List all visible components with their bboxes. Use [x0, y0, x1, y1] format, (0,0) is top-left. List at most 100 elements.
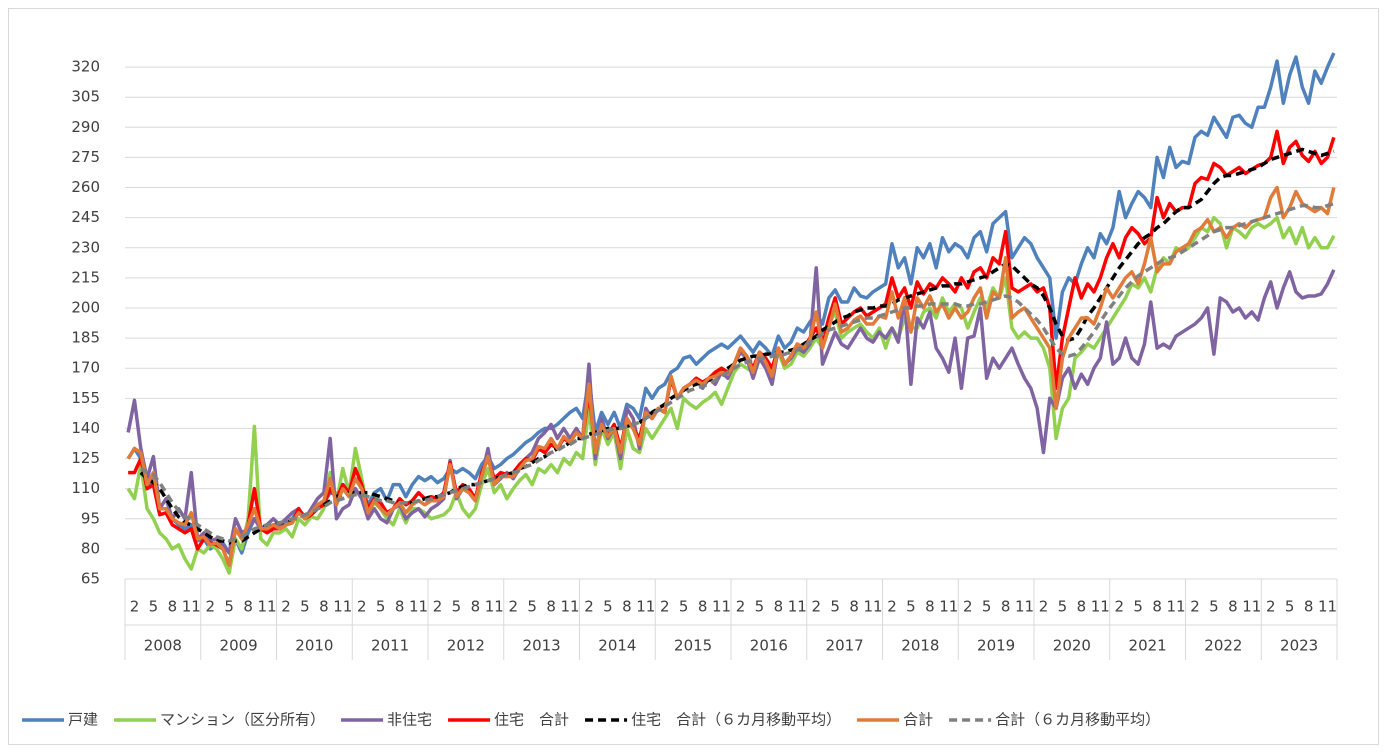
- x-tick-label: 5: [1209, 598, 1219, 616]
- x-tick-label: 5: [300, 598, 310, 616]
- x-tick-label: 11: [257, 598, 276, 616]
- y-tick-label: 95: [81, 509, 100, 527]
- x-tick-label: 2: [357, 598, 367, 616]
- legend-label: マンション（区分所有）: [160, 711, 325, 729]
- x-tick-label: 11: [409, 598, 428, 616]
- x-tick-label: 2: [1266, 598, 1276, 616]
- x-tick-label: 8: [849, 598, 859, 616]
- x-tick-label: 5: [224, 598, 234, 616]
- x-tick-label: 5: [1058, 598, 1068, 616]
- x-tick-label: 11: [939, 598, 958, 616]
- x-tick-label: 8: [925, 598, 935, 616]
- y-tick-label: 260: [71, 178, 100, 196]
- year-label: 2021: [1129, 637, 1167, 655]
- x-tick-label: 8: [168, 598, 178, 616]
- y-tick-label: 185: [71, 329, 100, 347]
- y-tick-label: 290: [71, 118, 100, 136]
- x-tick-label: 11: [1166, 598, 1185, 616]
- x-tick-label: 5: [149, 598, 159, 616]
- year-label: 2008: [144, 637, 182, 655]
- year-label: 2013: [523, 637, 561, 655]
- x-tick-label: 2: [1190, 598, 1200, 616]
- x-tick-label: 5: [527, 598, 537, 616]
- x-tick-label: 11: [1318, 598, 1337, 616]
- legend-label: 非住宅: [387, 711, 432, 729]
- x-tick-label: 11: [560, 598, 579, 616]
- series-line: [126, 185, 1336, 567]
- x-tick-label: 5: [603, 598, 613, 616]
- x-tick-label: 5: [1133, 598, 1143, 616]
- series-line: [139, 201, 1335, 543]
- y-tick-label: 80: [81, 539, 100, 557]
- x-tick-label: 11: [1242, 598, 1261, 616]
- x-tick-label: 2: [584, 598, 594, 616]
- x-tick-label: 8: [622, 598, 632, 616]
- x-tick-label: 11: [636, 598, 655, 616]
- x-tick-label: 5: [679, 598, 689, 616]
- legend-label: 合計（６カ月移動平均）: [995, 711, 1160, 729]
- x-tick-label: 2: [205, 598, 215, 616]
- x-tick-label: 5: [376, 598, 386, 616]
- x-tick-label: 11: [485, 598, 504, 616]
- x-tick-label: 8: [395, 598, 405, 616]
- year-label: 2010: [295, 637, 333, 655]
- x-tick-label: 8: [1077, 598, 1087, 616]
- chart-border: [8, 8, 1379, 745]
- y-tick-label: 155: [71, 389, 100, 407]
- y-tick-label: 110: [71, 479, 100, 497]
- x-tick-label: 8: [1152, 598, 1162, 616]
- x-tick-label: 2: [433, 598, 443, 616]
- x-tick-label: 5: [452, 598, 462, 616]
- x-tick-label: 8: [1001, 598, 1011, 616]
- year-label: 2020: [1053, 637, 1091, 655]
- x-tick-label: 8: [698, 598, 708, 616]
- x-tick-label: 11: [1015, 598, 1034, 616]
- x-tick-label: 8: [774, 598, 784, 616]
- x-tick-label: 5: [830, 598, 840, 616]
- x-tick-label: 11: [1091, 598, 1110, 616]
- y-tick-label: 140: [71, 419, 100, 437]
- year-label: 2015: [674, 637, 712, 655]
- year-label: 2009: [220, 637, 258, 655]
- x-tick-label: 5: [1285, 598, 1295, 616]
- year-label: 2018: [901, 637, 939, 655]
- legend-label: 戸建: [68, 711, 98, 729]
- x-tick-label: 8: [1228, 598, 1238, 616]
- x-tick-label: 5: [982, 598, 992, 616]
- x-tick-label: 2: [1039, 598, 1049, 616]
- x-tick-label: 2: [811, 598, 821, 616]
- x-tick-label: 11: [333, 598, 352, 616]
- year-label: 2014: [598, 637, 636, 655]
- y-tick-label: 230: [71, 238, 100, 256]
- x-tick-label: 11: [182, 598, 201, 616]
- y-tick-label: 125: [71, 449, 100, 467]
- x-tick-label: 5: [906, 598, 916, 616]
- x-tick-label: 8: [243, 598, 253, 616]
- year-label: 2011: [371, 637, 409, 655]
- year-label: 2022: [1204, 637, 1242, 655]
- legend-label: 住宅 合計（６カ月移動平均）: [631, 711, 841, 729]
- x-tick-label: 8: [546, 598, 556, 616]
- x-tick-label: 2: [281, 598, 291, 616]
- y-tick-label: 245: [71, 208, 100, 226]
- x-tick-label: 11: [863, 598, 882, 616]
- x-tick-label: 8: [471, 598, 481, 616]
- x-tick-label: 2: [887, 598, 897, 616]
- year-label: 2019: [977, 637, 1015, 655]
- y-tick-label: 215: [71, 268, 100, 286]
- year-label: 2023: [1280, 637, 1318, 655]
- x-tick-label: 2: [130, 598, 140, 616]
- x-tick-label: 5: [755, 598, 765, 616]
- x-tick-label: 8: [319, 598, 329, 616]
- x-tick-label: 2: [660, 598, 670, 616]
- x-tick-label: 2: [963, 598, 973, 616]
- x-tick-label: 2: [508, 598, 518, 616]
- legend-label: 合計: [903, 711, 933, 729]
- x-tick-label: 8: [1304, 598, 1314, 616]
- x-tick-label: 11: [712, 598, 731, 616]
- y-tick-label: 275: [71, 148, 100, 166]
- y-tick-label: 305: [71, 88, 100, 106]
- y-tick-label: 65: [81, 570, 100, 588]
- legend-label: 住宅 合計: [494, 711, 569, 729]
